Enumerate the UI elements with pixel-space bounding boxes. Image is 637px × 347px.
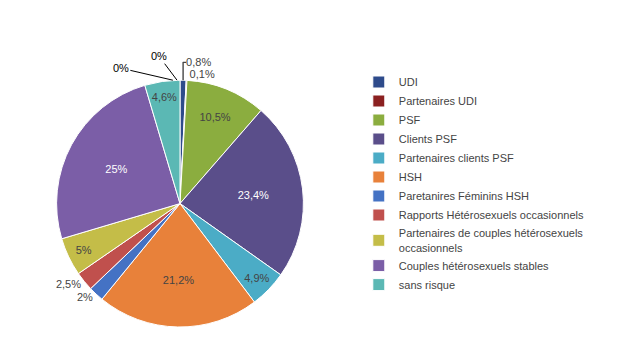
svg-text:Partenaires de couples hétéros: Partenaires de couples hétérosexuelsocca…	[399, 227, 584, 253]
svg-text:UDI: UDI	[399, 76, 418, 88]
svg-text:Couples hétérosexuels stables: Couples hétérosexuels stables	[399, 260, 549, 272]
svg-text:HSH: HSH	[399, 171, 422, 183]
svg-text:4,9%: 4,9%	[244, 272, 269, 284]
svg-text:25%: 25%	[105, 163, 127, 175]
svg-text:5%: 5%	[76, 244, 92, 256]
svg-text:0,1%: 0,1%	[190, 68, 215, 80]
svg-text:0%: 0%	[151, 50, 167, 62]
svg-text:0,8%: 0,8%	[186, 56, 211, 68]
svg-text:Rapports Hétérosexuels occasio: Rapports Hétérosexuels occasionnels	[399, 209, 584, 221]
svg-text:2,5%: 2,5%	[56, 278, 81, 290]
svg-text:PSF: PSF	[399, 114, 421, 126]
svg-text:2%: 2%	[77, 291, 93, 303]
svg-text:4,6%: 4,6%	[152, 91, 177, 103]
svg-text:10,5%: 10,5%	[199, 111, 230, 123]
svg-text:0%: 0%	[113, 62, 129, 74]
svg-text:Clients PSF: Clients PSF	[399, 133, 457, 145]
svg-text:23,4%: 23,4%	[238, 189, 269, 201]
svg-text:Paretanires Féminins HSH: Paretanires Féminins HSH	[399, 190, 529, 202]
svg-text:Partenaires clients PSF: Partenaires clients PSF	[399, 152, 514, 164]
svg-text:21,2%: 21,2%	[163, 274, 194, 286]
svg-text:sans risque: sans risque	[399, 279, 455, 291]
svg-text:Partenaires UDI: Partenaires UDI	[399, 95, 477, 107]
